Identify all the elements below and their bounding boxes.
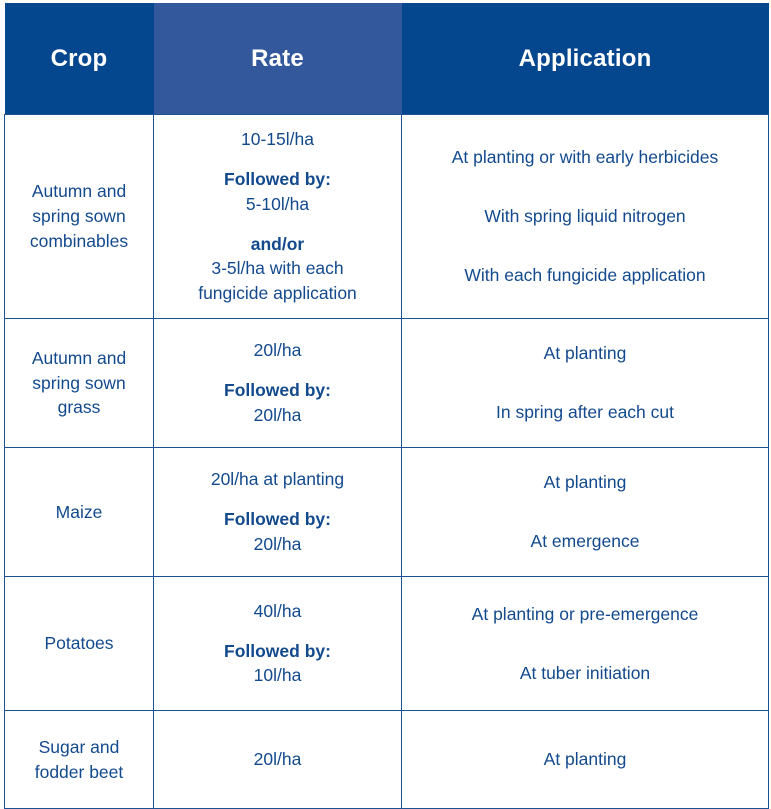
cell-line: spring sown <box>32 372 126 393</box>
table-row: Autumn and spring sown combinables 10-15l/h… <box>4 114 769 319</box>
cell-line: At planting or pre-emergence <box>471 603 699 624</box>
cell-line: At planting <box>543 343 627 364</box>
table-row: Autumn and spring sown grass 20l/ha Followed… <box>4 318 769 448</box>
cell-line: combinables <box>29 230 129 251</box>
cell-line: Potatoes <box>44 633 114 654</box>
cell-rate: 20l/ha at planting Followed by: 20l/ha <box>153 447 402 577</box>
crop-rate-application-table: Crop Rate Application Autumn and spring s… <box>4 3 769 809</box>
column-header-crop: Crop <box>4 3 154 115</box>
cell-rate: 40l/ha Followed by: 10l/ha <box>153 576 402 711</box>
cell-rate: 20l/ha Followed by: 20l/ha <box>153 318 402 448</box>
cell-crop: Sugar and fodder beet <box>4 710 154 809</box>
cell-line: spring sown <box>32 206 126 227</box>
cell-line: 3-5l/ha with each <box>211 258 344 279</box>
cell-line: Sugar and <box>38 736 120 757</box>
cell-application: At planting At emergence <box>401 447 769 577</box>
crop-rate-application-table-container: Crop Rate Application Autumn and spring s… <box>0 3 771 809</box>
cell-line: Autumn and <box>31 181 127 202</box>
cell-line: fodder beet <box>34 761 124 782</box>
cell-line: 40l/ha <box>253 600 302 621</box>
cell-line-emphasis: Followed by: <box>224 380 331 401</box>
column-header-rate: Rate <box>153 3 402 115</box>
cell-line: 20l/ha <box>253 533 302 554</box>
table-row: Sugar and fodder beet 20l/ha At planting <box>4 710 769 809</box>
cell-crop: Potatoes <box>4 576 154 711</box>
cell-line: At planting <box>543 749 627 770</box>
cell-rate: 10-15l/ha Followed by: 5-10l/ha and/or 3-5l/… <box>153 114 402 319</box>
table-header: Crop Rate Application <box>4 3 769 115</box>
cell-application: At planting <box>401 710 769 809</box>
cell-crop: Maize <box>4 447 154 577</box>
cell-line: With each fungicide application <box>464 264 706 285</box>
cell-line: 10l/ha <box>253 665 302 686</box>
cell-line-emphasis: Followed by: <box>224 168 331 189</box>
table-body: Autumn and spring sown combinables 10-15l/h… <box>4 114 769 809</box>
cell-line: At tuber initiation <box>519 662 651 683</box>
cell-line: With spring liquid nitrogen <box>484 206 686 227</box>
column-header-application: Application <box>401 3 769 115</box>
cell-line-emphasis: Followed by: <box>224 509 331 530</box>
cell-application: At planting or with early herbicides With… <box>401 114 769 319</box>
cell-line: At planting <box>543 472 627 493</box>
cell-line: 20l/ha <box>253 340 302 361</box>
cell-application: At planting In spring after each cut <box>401 318 769 448</box>
cell-line-emphasis: and/or <box>250 233 305 254</box>
cell-line: 20l/ha <box>253 749 302 770</box>
cell-line: In spring after each cut <box>495 402 675 422</box>
table-row: Potatoes 40l/ha Followed by: 10l/ha At plant… <box>4 576 769 711</box>
cell-line: Autumn and <box>31 347 127 368</box>
cell-line-emphasis: Followed by: <box>224 640 331 661</box>
cell-application: At planting or pre-emergence At tuber ini… <box>401 576 769 711</box>
cell-line: 5-10l/ha <box>245 193 310 214</box>
header-row: Crop Rate Application <box>4 3 769 115</box>
cell-line: At planting or with early herbicides <box>451 147 719 168</box>
cell-line: 20l/ha at planting <box>210 469 345 490</box>
cell-crop: Autumn and spring sown grass <box>4 318 154 448</box>
cell-rate: 20l/ha <box>153 710 402 809</box>
cell-line: grass <box>57 397 101 418</box>
cell-line: Maize <box>55 501 103 522</box>
cell-line: 10-15l/ha <box>241 128 314 149</box>
cell-line: 20l/ha <box>253 404 302 425</box>
cell-crop: Autumn and spring sown combinables <box>4 114 154 319</box>
cell-line: fungicide application <box>198 283 357 304</box>
table-row: Maize 20l/ha at planting Followed by: 20l/h… <box>4 447 769 577</box>
cell-line: At emergence <box>530 531 640 551</box>
